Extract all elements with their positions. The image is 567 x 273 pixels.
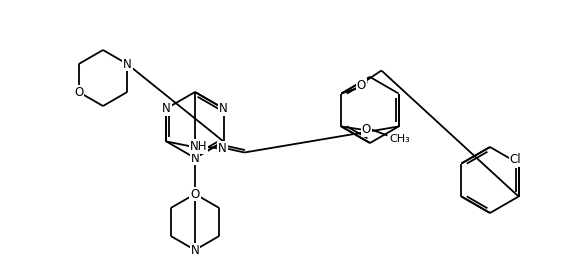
Text: O: O <box>357 79 366 92</box>
Text: O: O <box>74 85 83 99</box>
Text: N: N <box>123 58 132 70</box>
Text: N: N <box>191 152 200 165</box>
Text: O: O <box>191 188 200 200</box>
Text: O: O <box>362 123 371 136</box>
Text: CH₃: CH₃ <box>389 135 410 144</box>
Text: N: N <box>218 142 227 155</box>
Text: NH: NH <box>190 140 207 153</box>
Text: N: N <box>191 244 200 257</box>
Text: N: N <box>162 102 171 115</box>
Text: N: N <box>219 102 228 115</box>
Text: Cl: Cl <box>510 153 522 166</box>
